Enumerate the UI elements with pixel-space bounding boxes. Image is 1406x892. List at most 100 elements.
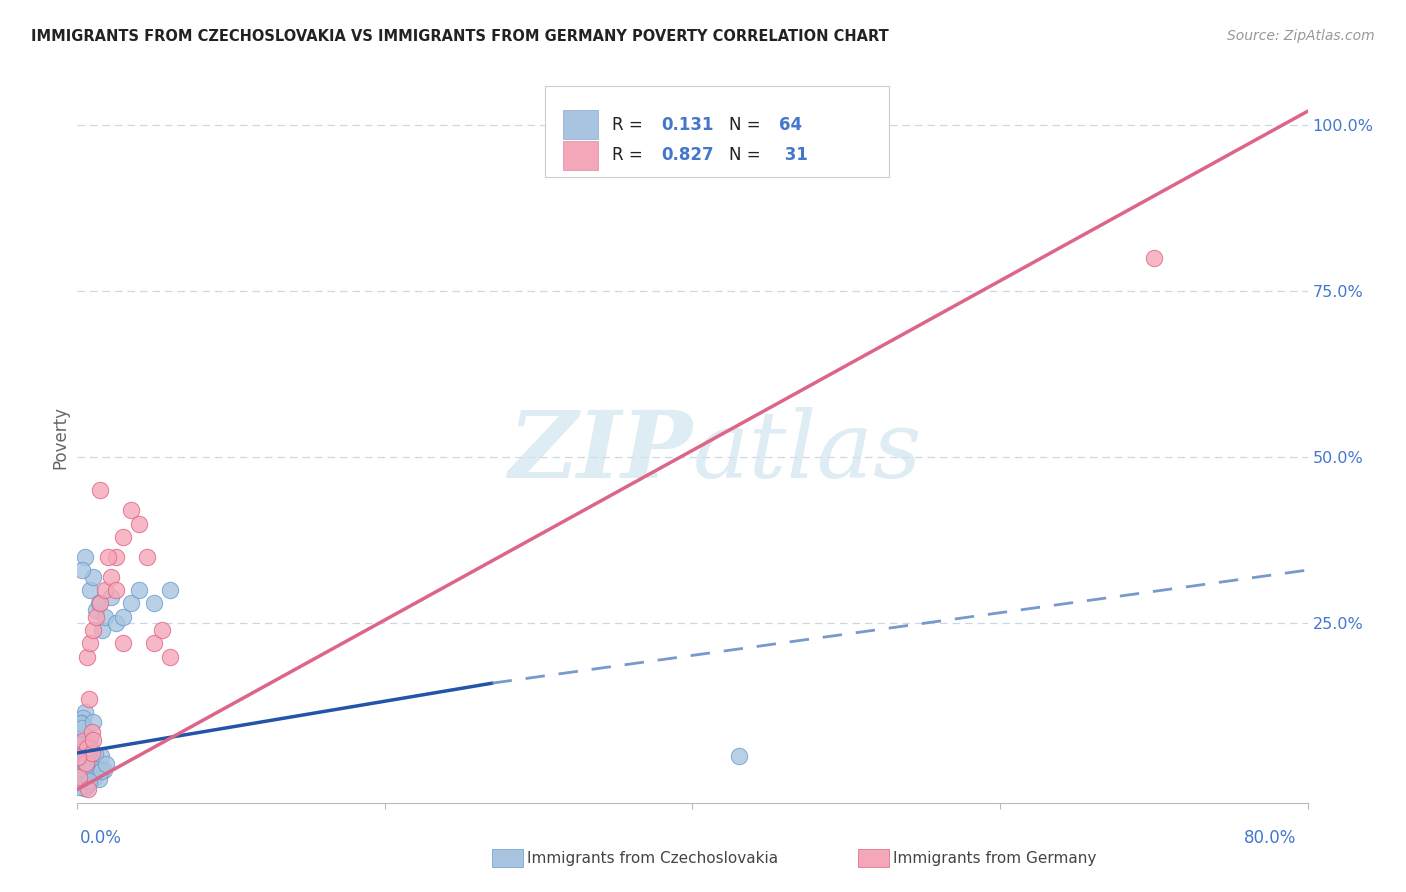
- Point: [100, 570, 122, 584]
- Point: [112, 609, 135, 624]
- FancyBboxPatch shape: [546, 86, 890, 178]
- Point: [83, 771, 105, 785]
- Point: [72, 717, 94, 731]
- Point: [128, 516, 150, 531]
- Point: [77, 749, 100, 764]
- Text: Immigrants from Czechoslovakia: Immigrants from Czechoslovakia: [527, 851, 779, 865]
- Point: [76, 740, 98, 755]
- Text: 64: 64: [779, 116, 801, 134]
- Text: Source: ZipAtlas.com: Source: ZipAtlas.com: [1227, 29, 1375, 43]
- Point: [80, 762, 103, 776]
- Point: [94, 582, 117, 597]
- Point: [73, 781, 96, 796]
- Point: [77, 745, 100, 759]
- Point: [79, 742, 101, 756]
- Point: [73, 549, 96, 564]
- Point: [72, 724, 94, 739]
- Point: [84, 609, 107, 624]
- Point: [104, 616, 127, 631]
- Point: [104, 582, 127, 597]
- Point: [70, 722, 93, 736]
- Y-axis label: Poverty: Poverty: [51, 406, 69, 468]
- Point: [67, 761, 90, 775]
- Text: 0.131: 0.131: [662, 116, 714, 134]
- Point: [82, 715, 104, 730]
- FancyBboxPatch shape: [564, 141, 598, 170]
- Text: N =: N =: [730, 146, 766, 164]
- Point: [70, 563, 93, 577]
- Point: [75, 764, 97, 779]
- Point: [143, 636, 166, 650]
- Point: [70, 736, 93, 750]
- Text: Immigrants from Germany: Immigrants from Germany: [893, 851, 1097, 865]
- Point: [84, 603, 107, 617]
- Point: [94, 757, 117, 772]
- Point: [72, 758, 94, 772]
- FancyBboxPatch shape: [564, 110, 598, 139]
- Point: [75, 778, 97, 792]
- Text: atlas: atlas: [693, 407, 922, 497]
- Point: [82, 733, 104, 747]
- Point: [93, 764, 115, 778]
- Point: [72, 734, 94, 748]
- Text: 0.0%: 0.0%: [80, 830, 122, 847]
- Point: [120, 596, 142, 610]
- Text: N =: N =: [730, 116, 766, 134]
- Point: [75, 705, 97, 719]
- Point: [77, 773, 100, 788]
- Text: R =: R =: [613, 146, 648, 164]
- Point: [80, 746, 103, 760]
- Text: 0.827: 0.827: [662, 146, 714, 164]
- Point: [143, 596, 166, 610]
- Point: [112, 636, 135, 650]
- Point: [90, 764, 112, 778]
- Point: [73, 759, 96, 773]
- Point: [79, 741, 101, 756]
- Point: [87, 596, 110, 610]
- Point: [73, 749, 96, 764]
- Point: [104, 549, 127, 564]
- Point: [89, 596, 111, 610]
- Point: [66, 750, 89, 764]
- Point: [135, 549, 157, 564]
- Point: [84, 762, 107, 776]
- Point: [77, 692, 100, 706]
- Point: [67, 738, 90, 752]
- Point: [76, 777, 98, 791]
- Point: [128, 582, 150, 597]
- Point: [67, 758, 90, 772]
- Point: [159, 582, 181, 597]
- Point: [79, 636, 101, 650]
- Point: [75, 756, 97, 770]
- Point: [80, 725, 103, 739]
- Point: [82, 570, 104, 584]
- Point: [75, 780, 97, 794]
- Point: [75, 756, 97, 771]
- Point: [90, 748, 112, 763]
- Point: [89, 764, 111, 778]
- Point: [69, 761, 91, 775]
- Point: [727, 749, 749, 764]
- Point: [73, 739, 96, 753]
- Point: [83, 747, 105, 761]
- Point: [94, 609, 117, 624]
- Point: [1143, 251, 1166, 265]
- Point: [77, 782, 100, 797]
- Point: [87, 772, 110, 786]
- Point: [67, 780, 90, 795]
- Point: [150, 623, 173, 637]
- Point: [97, 549, 120, 564]
- Text: 31: 31: [779, 146, 807, 164]
- Point: [159, 649, 181, 664]
- Point: [76, 649, 98, 664]
- Text: 80.0%: 80.0%: [1244, 830, 1296, 847]
- Point: [67, 770, 90, 784]
- Point: [90, 623, 114, 637]
- Point: [79, 582, 101, 597]
- Point: [69, 770, 91, 784]
- Point: [120, 503, 142, 517]
- Point: [79, 765, 101, 780]
- Point: [82, 623, 104, 637]
- Point: [75, 758, 97, 772]
- Point: [72, 711, 94, 725]
